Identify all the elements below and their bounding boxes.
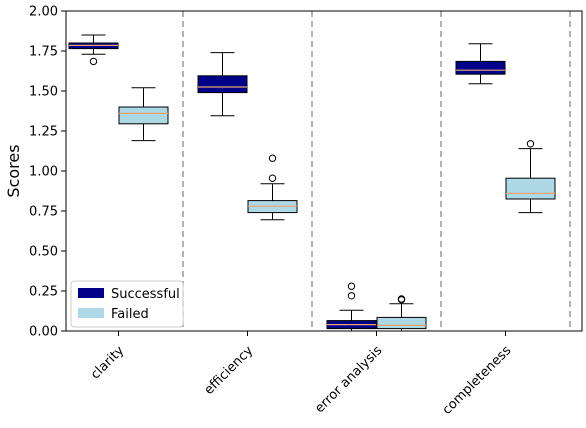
legend: Successful Failed (70, 280, 184, 328)
x-tick-label: completeness (440, 343, 515, 418)
box-successful-error-analysis (326, 282, 377, 332)
box-successful-clarity (68, 34, 119, 66)
box-body (376, 316, 427, 330)
y-tick-label: 0.50 (29, 245, 58, 260)
y-tick-label: 1.25 (29, 125, 58, 140)
box-failed-error-analysis (376, 295, 427, 332)
box-failed-efficiency (247, 154, 298, 221)
y-tick-label: 1.00 (29, 165, 58, 180)
box-failed-clarity (118, 87, 169, 142)
y-tick-label: 2.00 (29, 5, 58, 20)
box-successful-efficiency (197, 52, 248, 117)
y-tick-label: 1.50 (29, 85, 58, 100)
box-body (118, 106, 169, 125)
y-tick-label: 0.75 (29, 205, 58, 220)
legend-swatch (78, 288, 104, 298)
outlier-point (526, 140, 535, 148)
box-body (505, 177, 556, 200)
outlier-point (268, 154, 277, 162)
outlier-point (397, 295, 406, 303)
legend-label: Failed (111, 307, 149, 322)
y-tick-label: 0.00 (29, 325, 58, 340)
axes-frame (65, 10, 583, 332)
box-successful-completeness (455, 43, 506, 85)
outlier-point (89, 57, 98, 66)
y-tick-label: 1.75 (29, 45, 58, 60)
y-axis-label: Scores (4, 144, 23, 197)
x-tick-label: clarity (88, 343, 127, 382)
outlier-point (347, 292, 356, 300)
outlier-point (268, 174, 277, 182)
box-failed-completeness (505, 140, 556, 214)
outlier-point (347, 282, 356, 290)
x-tick-label: efficiency (202, 343, 257, 398)
box-body (197, 75, 248, 94)
y-tick-label: 0.25 (29, 285, 58, 300)
box-body (455, 60, 506, 75)
legend-swatch (78, 308, 104, 318)
legend-label: Successful (111, 287, 180, 302)
x-tick-label: error analysis (312, 343, 385, 416)
